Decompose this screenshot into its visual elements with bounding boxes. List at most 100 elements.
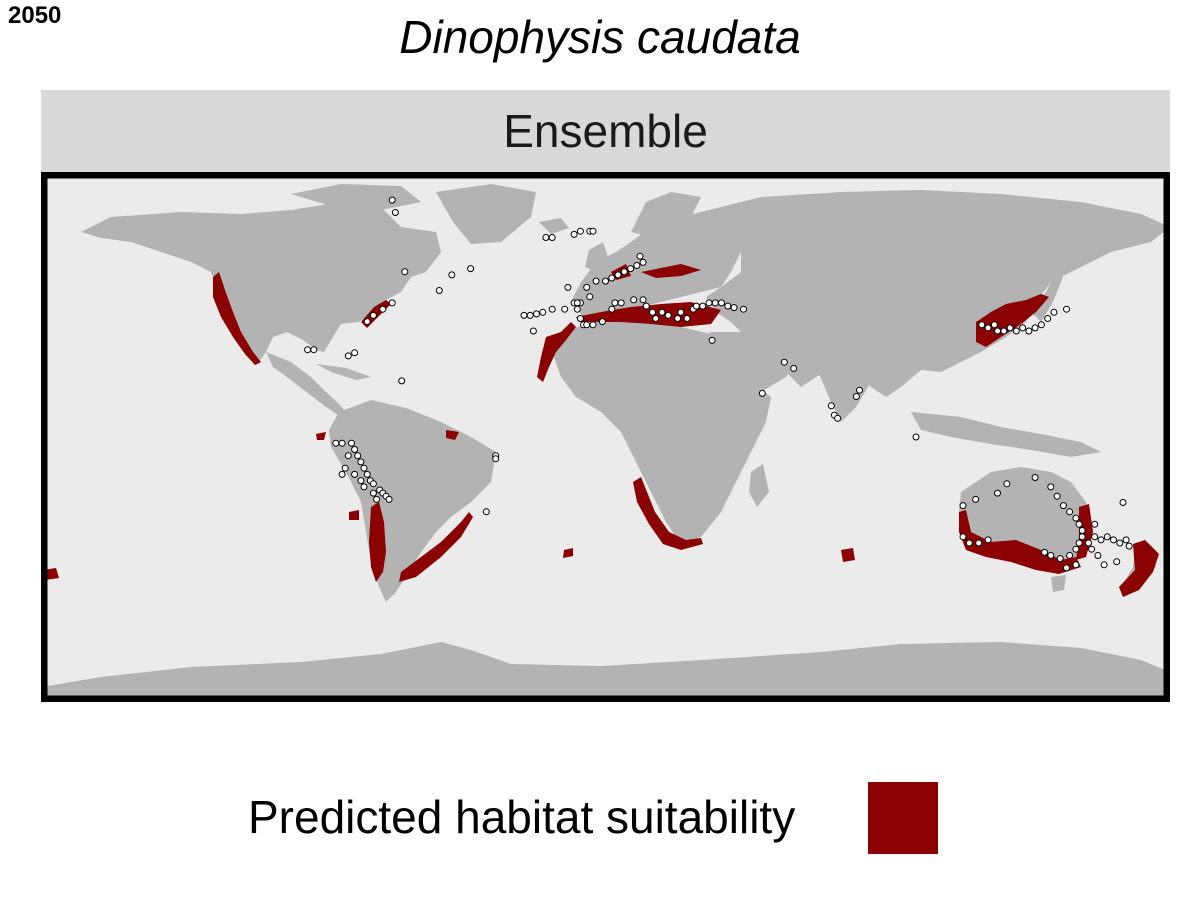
occurrence-point bbox=[990, 321, 998, 329]
suitable-black-sea bbox=[641, 264, 701, 278]
occurrence-point bbox=[856, 386, 863, 394]
landmass-north-america bbox=[81, 202, 441, 362]
occurrence-point bbox=[467, 265, 475, 273]
landmass-antarctica bbox=[41, 642, 1170, 702]
occurrence-point bbox=[564, 283, 572, 291]
occurrence-point bbox=[589, 227, 597, 235]
occurrence-point bbox=[608, 274, 616, 282]
occurrence-point bbox=[1006, 324, 1014, 332]
occurrence-point bbox=[740, 305, 747, 313]
occurrence-point bbox=[975, 539, 983, 547]
occurrence-point bbox=[1072, 514, 1080, 522]
occurrence-point bbox=[1059, 502, 1067, 510]
occurrence-point bbox=[652, 315, 660, 322]
occurrence-point bbox=[827, 402, 835, 410]
occurrence-point bbox=[369, 311, 377, 319]
occurrence-point bbox=[435, 287, 443, 294]
occurrence-point bbox=[548, 305, 556, 313]
occurrence-point bbox=[1100, 561, 1108, 569]
suitable-galapagos bbox=[349, 510, 359, 520]
occurrence-point bbox=[1110, 536, 1117, 544]
occurrence-point bbox=[972, 495, 980, 503]
occurrence-point bbox=[642, 302, 650, 310]
occurrence-point bbox=[1044, 315, 1052, 322]
occurrence-point bbox=[602, 277, 609, 285]
occurrence-point bbox=[369, 489, 377, 497]
occurrence-point bbox=[379, 305, 387, 313]
occurrence-point bbox=[1031, 324, 1039, 332]
occurrence-point bbox=[984, 324, 992, 332]
occurrence-point bbox=[1066, 508, 1074, 516]
occurrence-point bbox=[677, 308, 685, 316]
occurrence-point bbox=[711, 299, 719, 307]
occurrence-point bbox=[1075, 539, 1083, 547]
occurrence-point bbox=[758, 389, 766, 397]
occurrence-point bbox=[852, 393, 860, 400]
occurrence-point bbox=[344, 452, 352, 460]
occurrence-point bbox=[304, 346, 312, 354]
occurrence-point bbox=[780, 358, 788, 366]
occurrence-point bbox=[649, 308, 656, 316]
occurrence-point bbox=[1041, 548, 1049, 556]
occurrence-points bbox=[304, 196, 1133, 572]
occurrence-point bbox=[617, 299, 625, 307]
occurrence-point bbox=[994, 327, 1001, 335]
occurrence-point bbox=[692, 302, 700, 310]
occurrence-point bbox=[1078, 533, 1086, 541]
landmass-arctic-islands bbox=[291, 184, 421, 210]
occurrence-point bbox=[398, 377, 406, 385]
occurrence-point bbox=[385, 495, 393, 503]
landmass-central-america bbox=[266, 352, 346, 417]
occurrence-point bbox=[1078, 527, 1086, 534]
occurrence-point bbox=[1122, 536, 1130, 544]
occurrence-point bbox=[718, 299, 725, 307]
occurrence-point bbox=[1103, 533, 1111, 541]
suitable-sw-africa bbox=[633, 477, 703, 550]
occurrence-point bbox=[348, 439, 355, 447]
occurrence-point bbox=[598, 318, 606, 326]
occurrence-point bbox=[683, 315, 691, 322]
landmass-africa bbox=[554, 320, 771, 544]
occurrence-point bbox=[614, 271, 622, 279]
occurrence-point bbox=[570, 230, 578, 238]
occurrence-point bbox=[1025, 327, 1033, 335]
legend-label: Predicted habitat suitability bbox=[248, 791, 796, 843]
occurrence-point bbox=[664, 311, 672, 319]
occurrence-point bbox=[363, 470, 371, 478]
occurrence-point bbox=[357, 458, 365, 466]
occurrence-point bbox=[959, 533, 967, 541]
occurrence-point bbox=[1031, 474, 1039, 481]
occurrence-point bbox=[1091, 520, 1099, 528]
occurrence-point bbox=[965, 539, 973, 547]
year-label: 2050 bbox=[8, 2, 62, 29]
occurrence-point bbox=[978, 321, 986, 329]
occurrence-point bbox=[1053, 492, 1061, 500]
occurrence-point bbox=[611, 299, 619, 307]
occurrence-point bbox=[1063, 564, 1070, 572]
occurrence-point bbox=[630, 296, 638, 304]
landmass-europe bbox=[571, 212, 741, 320]
occurrence-point bbox=[790, 364, 798, 372]
occurrence-point bbox=[351, 446, 359, 453]
occurrence-point bbox=[332, 439, 340, 447]
occurrence-point bbox=[583, 321, 591, 329]
occurrence-point bbox=[912, 433, 920, 441]
occurrence-point bbox=[658, 308, 666, 316]
occurrence-point bbox=[589, 321, 597, 329]
occurrence-point bbox=[994, 489, 1001, 497]
occurrence-point bbox=[1119, 499, 1127, 506]
suitable-chile-coast bbox=[369, 502, 386, 582]
legend: Predicted habitat suitability bbox=[0, 782, 1200, 854]
occurrence-point bbox=[482, 508, 490, 516]
panel-strip-label: Ensemble bbox=[41, 90, 1170, 172]
occurrence-point bbox=[573, 305, 581, 313]
landmass-asia bbox=[701, 190, 1170, 397]
world-map bbox=[40, 171, 1171, 703]
occurrence-point bbox=[1113, 558, 1121, 566]
occurrence-point bbox=[1072, 545, 1080, 553]
occurrence-point bbox=[1063, 305, 1070, 313]
occurrence-point bbox=[548, 234, 556, 241]
suitable-argentina-coast bbox=[399, 512, 473, 582]
map-border bbox=[40, 171, 1171, 703]
occurrence-point bbox=[592, 277, 600, 285]
